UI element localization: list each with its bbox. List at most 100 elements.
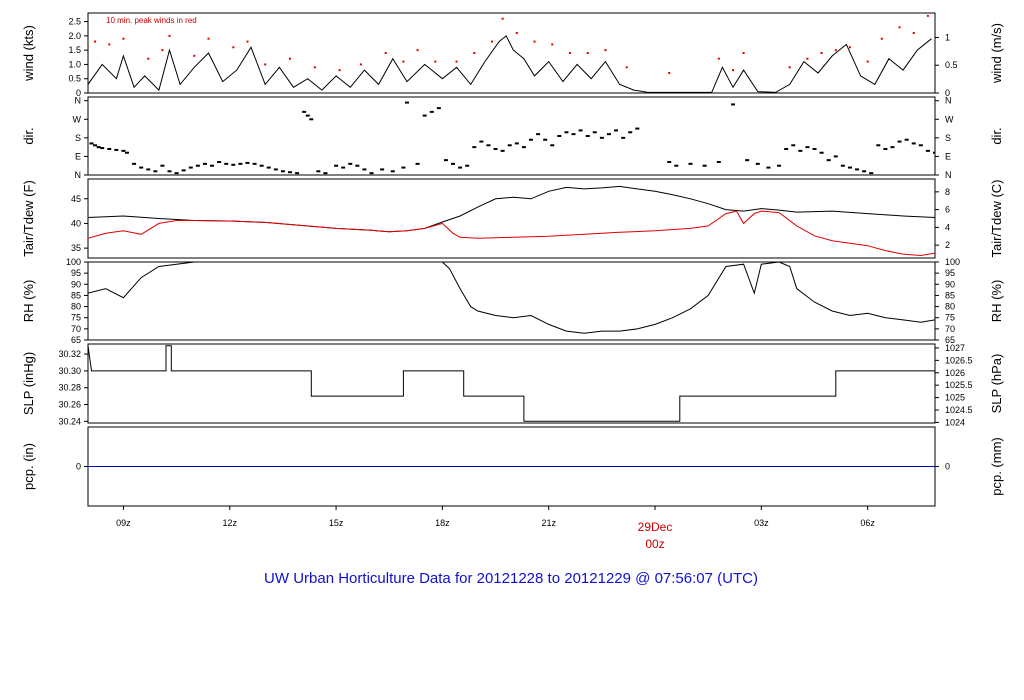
rh-right-tick-label: 100 (945, 257, 960, 267)
slp-right-tick-label: 1026 (945, 368, 965, 378)
rh-ytick-label: 100 (66, 257, 81, 267)
wind-ytick-label: 0.5 (68, 74, 81, 84)
rh-right-tick-label: 70 (945, 324, 955, 334)
wind-peak-point (434, 60, 437, 63)
dir-point (114, 148, 119, 151)
dir-point (465, 164, 470, 167)
dir-right-tick-label: W (945, 114, 954, 124)
dir-point (124, 151, 129, 154)
dir-point (96, 146, 101, 149)
dir-point (614, 129, 619, 132)
wind-ylabel-right: wind (m/s) (989, 23, 1004, 84)
temp-plot-area (88, 185, 935, 257)
dir-point (507, 144, 512, 147)
dir-point (369, 172, 374, 175)
dir-point (847, 166, 852, 169)
wind-peak-point (501, 17, 504, 20)
dir-ytick-label: E (75, 151, 81, 161)
slp-plot-area (88, 345, 935, 422)
temp-ytick-label: 45 (71, 194, 81, 204)
dir-point (897, 140, 902, 143)
wind-ytick-label: 2.0 (68, 31, 81, 41)
dir-right-tick-label: E (945, 151, 951, 161)
pcp-panel: 0 0 pcp. (in) pcp. (mm) (21, 426, 1004, 507)
wind-peak-point (912, 32, 915, 34)
dir-point (451, 162, 456, 165)
wind-peak-point (717, 57, 720, 60)
dir-point (606, 133, 611, 136)
caption-tz: (UTC) (717, 570, 758, 587)
rh-right-tick-label: 65 (945, 335, 955, 345)
dir-point (667, 161, 672, 163)
dir-point (390, 170, 395, 173)
dir-point (305, 114, 310, 117)
dir-point (557, 135, 562, 137)
wind-plot-area (88, 14, 932, 93)
temp-right-tick-label: 8 (945, 187, 950, 197)
slp-right-tick-label: 1026.5 (945, 355, 973, 365)
dir-point (422, 114, 427, 117)
dir-point (273, 168, 278, 171)
wind-peak-point (473, 52, 476, 54)
dir-point (231, 163, 236, 166)
x-tick-label: 03z (754, 518, 769, 528)
temp-series-tdew (88, 210, 935, 257)
dir-point (791, 144, 796, 147)
dir-point (132, 162, 137, 165)
dir-point (536, 133, 541, 136)
wind-peak-point (359, 63, 362, 66)
dir-point (702, 164, 707, 167)
dir-point (599, 136, 604, 139)
temp-ytick-label: 40 (71, 218, 81, 228)
slp-ytick-label: 30.28 (58, 383, 81, 393)
pcp-ylabel: pcp. (in) (21, 443, 36, 490)
wind-peak-point (122, 37, 125, 40)
rh-right-tick-label: 90 (945, 279, 955, 289)
rh-ylabel: RH (%) (21, 280, 36, 323)
slp-ytick-label: 30.26 (58, 400, 81, 410)
dir-point (571, 133, 576, 136)
dir-point (486, 144, 491, 147)
dir-point (188, 166, 193, 169)
wind-peak-point (491, 40, 494, 43)
wind-peak-point (384, 52, 387, 54)
dir-point (550, 144, 555, 147)
dir-point (224, 162, 229, 165)
wind-peak-point (264, 63, 267, 66)
wind-peak-point (625, 66, 628, 69)
dir-point (805, 146, 810, 149)
wind-peak-point (533, 40, 536, 43)
rh-right-tick-label: 80 (945, 302, 955, 312)
wind-ytick-label: 0 (76, 88, 81, 98)
wind-peak-point (402, 60, 405, 63)
dir-point (404, 101, 409, 104)
dir-point (840, 164, 845, 167)
rh-plot-area (88, 262, 935, 334)
dir-point (766, 166, 771, 169)
dir-point (202, 162, 207, 165)
dir-point (826, 159, 831, 162)
dir-point (323, 172, 328, 175)
dir-point (280, 170, 285, 173)
temp-ylabel: Tair/Tdew (F) (21, 180, 36, 257)
dir-point (621, 136, 626, 139)
dir-point (362, 168, 367, 171)
wind-peak-point (147, 57, 150, 60)
wind-peak-point (161, 49, 164, 52)
slp-right-tick-label: 1025 (945, 393, 965, 403)
dir-point (755, 162, 760, 165)
dir-point (890, 146, 895, 149)
dir-point (514, 142, 519, 145)
dir-ytick-label: N (75, 96, 82, 106)
dir-point (348, 162, 353, 165)
dir-point (578, 129, 583, 132)
dir-point (160, 164, 165, 167)
dir-point (309, 118, 314, 121)
slp-ylabel: SLP (inHg) (21, 352, 36, 415)
rh-ytick-label: 80 (71, 302, 81, 312)
dir-point (121, 149, 126, 152)
rh-ylabel-right: RH (%) (989, 280, 1004, 323)
